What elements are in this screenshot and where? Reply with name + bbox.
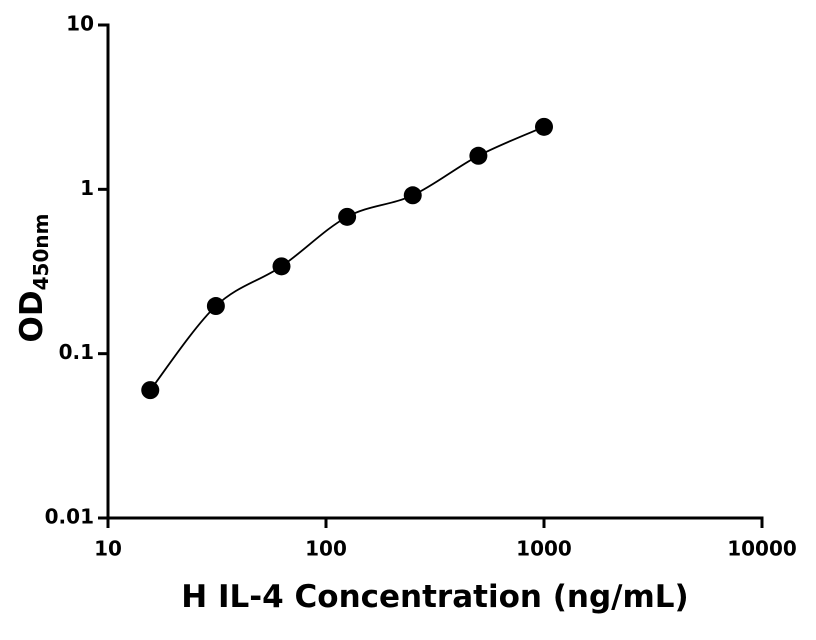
y-tick-label: 10 — [66, 12, 94, 36]
x-axis-title: H IL-4 Concentration (ng/mL) — [181, 579, 688, 615]
y-tick-label: 1 — [80, 176, 94, 200]
x-tick-label: 10000 — [727, 537, 797, 561]
y-tick-label: 0.1 — [59, 340, 94, 364]
data-point — [141, 381, 160, 400]
fit-curve — [149, 126, 545, 391]
y-axis-title-sub: 450nm — [29, 214, 53, 291]
x-tick-label: 10 — [94, 537, 122, 561]
data-point — [338, 207, 357, 226]
x-tick-label: 100 — [305, 537, 347, 561]
data-point — [206, 297, 225, 316]
data-point — [535, 117, 553, 136]
data-point — [403, 186, 422, 205]
y-axis-title-main: OD — [14, 290, 50, 342]
data-point — [469, 146, 488, 165]
data-point — [272, 257, 291, 276]
y-axis-title: OD450nm — [14, 214, 53, 343]
x-tick-label: 1000 — [516, 537, 572, 561]
y-tick-label: 0.01 — [45, 505, 94, 529]
